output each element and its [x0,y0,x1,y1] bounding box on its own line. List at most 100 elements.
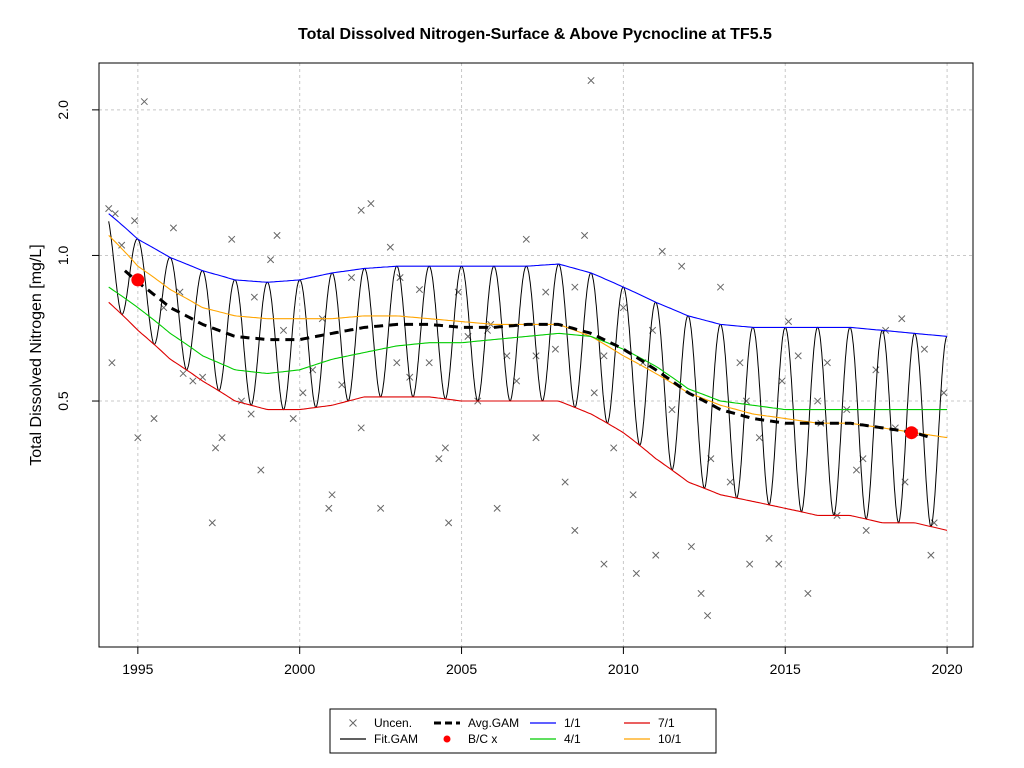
legend-swatch [443,735,451,743]
uncensored-point [778,377,786,385]
uncensored-point [513,377,521,385]
legend-box [329,708,717,754]
uncensored-point [742,397,750,405]
uncensored-point [134,434,142,442]
avg-gam [123,269,932,440]
uncensored-point [105,205,113,213]
uncensored-point [208,519,216,527]
uncensored-point [257,466,265,474]
fit-gam [108,221,948,528]
plot-frame [98,62,974,648]
bc-point [131,273,145,287]
uncensored-point [377,504,385,512]
grid [137,63,948,647]
legend-swatch [349,719,357,727]
seasonal-curves [108,213,948,531]
uncensored-point [697,589,705,598]
x-tick-label: 2010 [608,661,639,677]
uncensored-point [247,410,255,418]
avg-gam-line [123,269,932,440]
legend-label: 1/1 [564,716,581,730]
x-tick-label: 2015 [770,661,801,677]
uncensored-point [441,444,449,452]
y-axis-label: Total Dissolved Nitrogen [mg/L] [28,244,45,465]
uncensored-point [736,359,744,367]
uncensored-point [571,526,579,534]
reference-lines [99,109,973,402]
uncensored-point [299,389,307,397]
y-axis: 0.5 1.0 2.0 [55,100,99,411]
uncensored-point [131,217,139,225]
uncensored-point [542,288,550,296]
uncensored-point [726,478,734,486]
uncensored-point [920,345,928,353]
uncensored-point [386,243,394,251]
uncensored-point [118,241,126,249]
uncensored-point [325,504,333,512]
uncensored-point [338,381,346,389]
uncensored-point [804,589,812,598]
legend-label: 10/1 [658,732,682,746]
uncensored-point [794,352,802,360]
y-tick-label: 2.0 [55,100,71,120]
uncensored-point [652,551,660,559]
seasonal-curve-7-1 [108,301,948,531]
uncensored-point [600,560,608,568]
legend-label: B/C x [468,732,497,746]
legend-label: Avg.GAM [468,716,519,730]
uncensored-point [532,434,540,442]
uncensored-point [551,345,559,353]
uncensored-point [775,560,783,568]
y-tick-label: 0.5 [55,391,71,411]
x-tick-label: 1995 [122,661,153,677]
legend: Uncen. Fit.GAM Avg.GAM B/C x 1/1 4/1 7/1 10/1 [329,708,717,754]
uncensored-point [357,206,365,214]
uncensored-point [425,359,433,367]
uncensored-point [218,434,226,442]
uncensored-point [211,444,220,452]
uncensored-point [610,444,618,452]
uncensored-point [784,317,793,326]
uncensored-point [755,434,763,442]
uncensored-point [493,504,501,512]
uncensored-point [581,231,589,239]
uncensored-point [629,491,637,499]
uncensored-point [357,424,365,432]
uncensored-point [823,359,831,367]
uncensored-point [587,76,595,85]
uncensored-point [273,231,281,239]
legend-label: Fit.GAM [374,732,418,746]
uncensored-point [678,262,686,270]
legend-label: Uncen. [374,716,412,730]
uncensored-point [169,224,178,232]
x-tick-label: 2000 [284,661,315,677]
uncensored-point [927,551,935,559]
uncensored-point [289,414,297,423]
uncensored-point [687,543,695,551]
legend-label: 7/1 [658,716,675,730]
uncensored-point [367,200,375,208]
legend-label: 4/1 [564,732,581,746]
seasonal-curve-4-1 [108,286,948,411]
uncensored-point [571,283,579,291]
uncensored-point [279,326,288,334]
uncensored-point [746,560,754,568]
uncensored-point [852,466,861,474]
uncensored-point [940,389,948,397]
uncensored-point [532,352,540,360]
y-tick-label: 1.0 [55,246,71,266]
uncensored-point [872,366,880,374]
uncensored-point [668,406,676,414]
uncensored-point [898,315,906,323]
uncensored-point [632,569,640,578]
uncensored-point [250,293,258,301]
uncensored-point [228,235,236,243]
bc-point [904,426,918,440]
uncensored-point [111,210,119,218]
fit-gam-line [108,221,948,528]
uncensored-point [140,98,148,106]
uncensored-point [267,256,275,264]
uncensored-point [658,247,666,255]
uncensored-point [600,352,608,360]
x-axis: 1995 2000 2005 2010 2015 2020 [122,647,963,677]
